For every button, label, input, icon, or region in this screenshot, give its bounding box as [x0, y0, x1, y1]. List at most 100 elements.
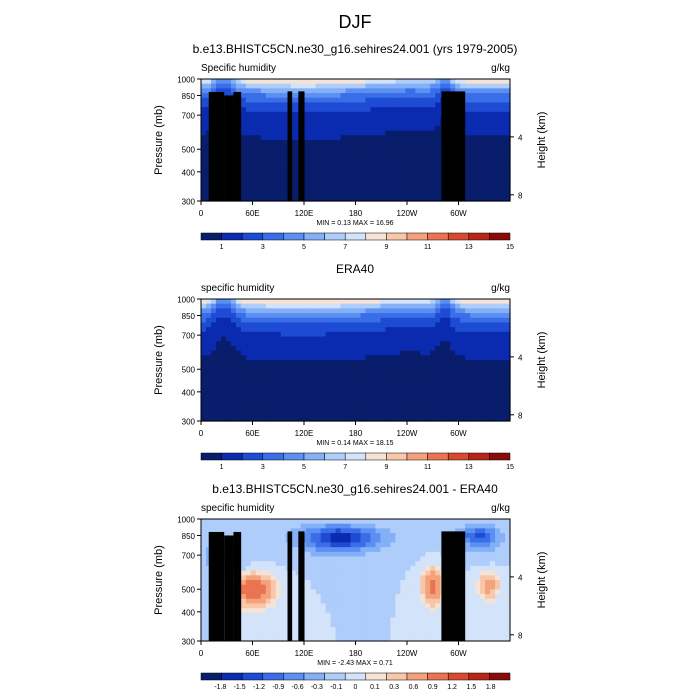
colorbar-label: 15: [506, 244, 514, 251]
heatmap-cell: [235, 519, 242, 525]
heatmap-cell: [420, 631, 426, 637]
heatmap-cell: [201, 154, 207, 160]
heatmap-cell: [400, 519, 406, 525]
heatmap-cell: [360, 140, 367, 146]
heatmap-cell: [410, 182, 416, 188]
heatmap-cell: [330, 519, 337, 525]
heatmap-cell: [430, 626, 436, 633]
heatmap-cell: [400, 612, 406, 619]
heatmap-cell: [270, 135, 277, 141]
heatmap-cell: [395, 561, 401, 567]
heatmap-cell: [280, 308, 287, 314]
heatmap-cell: [260, 182, 267, 188]
x-tick-label: 120E: [295, 429, 314, 438]
heatmap-cell: [455, 388, 461, 394]
heatmap-cell: [240, 374, 247, 380]
heatmap-cell: [265, 116, 272, 122]
heatmap-cell: [215, 528, 222, 534]
heatmap-cell: [265, 186, 272, 193]
heatmap-cell: [370, 551, 377, 558]
heatmap-cell: [320, 402, 327, 408]
heatmap-cell: [420, 561, 426, 567]
heatmap-cell: [235, 402, 242, 408]
heatmap-cell: [450, 406, 456, 413]
heatmap-cell: [320, 556, 327, 562]
heatmap-cell: [315, 392, 322, 399]
heatmap-cell: [305, 626, 312, 633]
heatmap-cell: [405, 565, 411, 572]
heatmap-cell: [320, 322, 327, 328]
heatmap-cell: [335, 331, 342, 338]
heatmap-cell: [435, 317, 441, 324]
heatmap-cell: [445, 83, 451, 89]
heatmap-cell: [360, 83, 367, 89]
heatmap-cell: [495, 93, 501, 99]
heatmap-cell: [435, 79, 441, 85]
heatmap-cell: [295, 299, 302, 305]
heatmap-cell: [405, 551, 411, 558]
heatmap-cell: [240, 547, 247, 553]
heatmap-cell: [470, 580, 476, 586]
heatmap-cell: [230, 336, 237, 342]
heatmap-cell: [500, 411, 506, 417]
heatmap-cell: [325, 130, 332, 136]
heatmap-cell: [420, 303, 426, 309]
heatmap-cell: [415, 411, 421, 417]
heatmap-cell: [330, 130, 337, 136]
heatmap-cell: [210, 402, 217, 408]
heatmap-cell: [425, 313, 431, 319]
heatmap-cell: [445, 392, 451, 399]
heatmap-cell: [340, 617, 347, 623]
heatmap-cell: [430, 341, 436, 347]
heatmap-cell: [500, 172, 506, 179]
heatmap-cell: [430, 308, 436, 314]
heatmap-cell: [310, 303, 317, 309]
heatmap-cell: [390, 584, 396, 590]
heatmap-cell: [430, 374, 436, 380]
heatmap-cell: [245, 93, 252, 99]
heatmap-cell: [360, 406, 367, 413]
heatmap-cell: [425, 130, 431, 136]
heatmap-cell: [485, 636, 491, 642]
heatmap-cell: [420, 163, 426, 169]
heatmap-cell: [500, 149, 506, 155]
heatmap-cell: [415, 125, 421, 132]
heatmap-cell: [415, 416, 421, 422]
heatmap-cell: [360, 107, 367, 113]
heatmap-cell: [245, 565, 252, 572]
heatmap-cell: [315, 547, 322, 553]
heatmap-cell: [250, 388, 257, 394]
heatmap-cell: [425, 93, 431, 99]
heatmap-cell: [435, 416, 441, 422]
heatmap-cell: [345, 177, 352, 183]
heatmap-cell: [450, 528, 456, 534]
heatmap-cell: [360, 397, 367, 403]
heatmap-cell: [335, 168, 342, 174]
heatmap-cell: [335, 299, 342, 305]
heatmap-cell: [505, 172, 511, 179]
heatmap-cell: [230, 374, 237, 380]
heatmap-cell: [375, 388, 382, 394]
heatmap-cell: [470, 299, 476, 305]
heatmap-cell: [215, 327, 222, 333]
heatmap-cell: [310, 402, 317, 408]
heatmap-cell: [340, 116, 347, 122]
heatmap-cell: [355, 537, 362, 544]
heatmap-cell: [465, 331, 471, 338]
heatmap-cell: [460, 345, 466, 352]
heatmap-cell: [430, 144, 436, 150]
heatmap-cell: [360, 589, 367, 595]
heatmap-cell: [410, 528, 416, 534]
heatmap-cell: [450, 397, 456, 403]
heatmap-cell: [455, 350, 461, 356]
heatmap-cell: [365, 406, 372, 413]
heatmap-cell: [270, 163, 277, 169]
heatmap-cell: [480, 135, 486, 141]
heatmap-cell: [310, 397, 317, 403]
heatmap-cell: [450, 411, 456, 417]
heatmap-cell: [425, 158, 431, 165]
heatmap-cell: [485, 364, 491, 370]
heatmap-cell: [275, 411, 282, 417]
heatmap-cell: [480, 102, 486, 108]
heatmap-cell: [465, 299, 471, 305]
